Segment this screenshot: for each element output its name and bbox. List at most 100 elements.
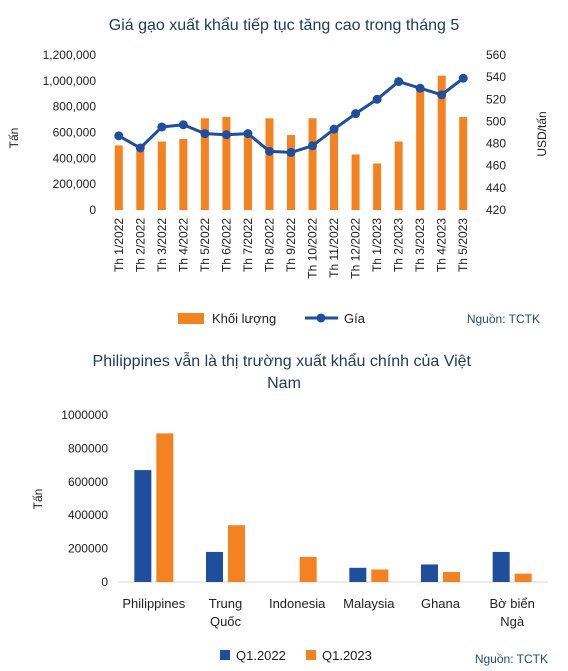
chart-2-y-tick: 400000 xyxy=(68,508,108,522)
chart-1-y-tick: 600,000 xyxy=(53,126,97,140)
chart-1-y2-tick: 460 xyxy=(486,159,506,173)
chart-1-y-tick: 1,000,000 xyxy=(43,74,97,88)
chart-1-x-tick: Th 9/2022 xyxy=(284,218,298,272)
bar-volume xyxy=(136,150,145,210)
bar-volume xyxy=(179,138,188,210)
bar-q1-2022 xyxy=(349,567,367,582)
bar-volume xyxy=(114,145,123,210)
bar-volume xyxy=(351,154,360,210)
chart-1-y2-tick: 480 xyxy=(486,137,506,151)
chart-1-y-tick: 400,000 xyxy=(53,151,97,165)
chart-2-source: Nguồn: TCTK xyxy=(475,652,548,666)
chart-2-legend: Q1.2022 Q1.2023 xyxy=(220,648,372,663)
chart-2-y-tick: 1000000 xyxy=(61,408,108,422)
bar-q1-2023 xyxy=(371,569,389,582)
legend-swatch-volume xyxy=(178,313,204,324)
bar-q1-2022 xyxy=(134,470,152,582)
point-price xyxy=(264,146,274,156)
point-price xyxy=(437,90,447,100)
bar-volume xyxy=(394,141,403,210)
legend-label-q1-2022: Q1.2022 xyxy=(236,648,286,663)
chart-1-y2-tick: 420 xyxy=(486,203,506,217)
chart-1-x-tick: Th 5/2022 xyxy=(198,218,212,272)
chart-2-x-tick: Philippines xyxy=(122,596,185,611)
point-price xyxy=(286,147,296,157)
bar-q1-2023 xyxy=(514,573,532,582)
bar-volume xyxy=(437,75,446,211)
chart-1-y2-tick: 500 xyxy=(486,114,506,128)
chart-1-x-tick: Th 7/2022 xyxy=(241,218,255,272)
chart-1-x-tick: Th 6/2022 xyxy=(219,218,233,272)
chart-1-x-tick: Th 8/2022 xyxy=(262,218,276,272)
chart-2-title-line-1: Philippines vẫn là thị trường xuất khẩu … xyxy=(93,351,472,370)
bar-q1-2022 xyxy=(421,564,438,582)
point-price xyxy=(415,83,425,93)
chart-2-y-tick: 200000 xyxy=(68,542,108,556)
point-price xyxy=(135,143,145,153)
chart-2-title: Philippines vẫn là thị trường xuất khẩu … xyxy=(93,351,476,392)
point-price xyxy=(351,109,361,119)
bar-volume xyxy=(243,132,252,210)
chart-1-y-tick: 200,000 xyxy=(53,177,97,191)
chart-1-source: Nguồn: TCTK xyxy=(467,312,540,326)
chart-2-x-tick: Indonesia xyxy=(269,596,326,611)
chart-1-y2-tick: 540 xyxy=(486,70,506,84)
legend-marker-price xyxy=(316,313,326,323)
chart-2: Philippines vẫn là thị trường xuất khẩu … xyxy=(31,351,548,666)
chart-1-y2-tick: 520 xyxy=(486,92,506,106)
chart-2-x-tick: Trung Quốc xyxy=(209,596,242,629)
bar-volume xyxy=(157,141,166,210)
chart-1-y-tick: 0 xyxy=(89,203,96,217)
bar-volume xyxy=(200,118,209,210)
point-price xyxy=(394,77,404,87)
bar-volume xyxy=(459,117,468,210)
legend-label-volume: Khối lượng xyxy=(212,311,276,326)
bar-volume xyxy=(287,135,295,210)
chart-2-y-tick: 0 xyxy=(101,575,108,589)
chart-2-y-tick: 600000 xyxy=(68,475,108,489)
legend-swatch-q1-2023 xyxy=(306,650,316,660)
legend-label-price: Gía xyxy=(344,311,366,326)
chart-1-y-tick: 800,000 xyxy=(53,100,97,114)
bar-q1-2023 xyxy=(156,433,174,582)
bar-volume xyxy=(308,118,317,210)
chart-1-title: Giá gạo xuất khẩu tiếp tục tăng cao tron… xyxy=(109,16,460,34)
chart-1-x-tick: Th 1/2023 xyxy=(370,218,384,272)
chart-1-x-tick: Th 1/2022 xyxy=(112,218,126,272)
point-price xyxy=(372,94,382,104)
bar-q1-2023 xyxy=(228,525,245,582)
point-price xyxy=(200,129,210,139)
bar-volume xyxy=(222,117,231,210)
bar-volume xyxy=(265,118,274,210)
chart-1-x-tick: Th 5/2023 xyxy=(456,218,470,272)
chart-2-x-tick: Ghana xyxy=(421,596,461,611)
chart-1-legend: Khối lượng Gía xyxy=(178,311,366,326)
point-price xyxy=(329,124,339,134)
chart-1-x-tick: Th 4/2022 xyxy=(176,218,190,272)
point-price xyxy=(114,131,124,141)
chart-1-x-tick: Th 11/2022 xyxy=(327,218,341,278)
point-price xyxy=(458,73,468,83)
chart-1-y2-axis-title: USD/tấn xyxy=(535,111,549,156)
chart-1-y-tick: 1,200,000 xyxy=(43,48,97,62)
chart-2-title-line-2: Nam xyxy=(267,375,301,392)
chart-1-x-tick: Th 3/2023 xyxy=(413,218,427,272)
chart-1-x-tick: Th 2/2023 xyxy=(392,218,406,272)
chart-2-x-tick: Bờ biển Ngà xyxy=(489,596,534,629)
point-price xyxy=(308,141,318,151)
bar-q1-2023 xyxy=(443,571,460,582)
chart-1-x-tick: Th 3/2022 xyxy=(155,218,169,272)
chart-1-x-tick: Th 4/2023 xyxy=(435,218,449,272)
chart-2-y-axis-title: Tấn xyxy=(31,489,45,510)
bar-q1-2023 xyxy=(299,556,317,582)
chart-1-y-axis-title: Tấn xyxy=(7,128,21,149)
point-price xyxy=(243,129,253,139)
chart-1-x-tick: Th 12/2022 xyxy=(349,218,363,279)
chart-1-y2-tick: 440 xyxy=(486,181,506,195)
chart-2-x-tick: Malaysia xyxy=(343,596,395,611)
bar-volume xyxy=(416,87,425,210)
chart-1-y2-tick: 560 xyxy=(486,48,506,62)
legend-swatch-q1-2022 xyxy=(220,650,230,660)
point-price xyxy=(221,130,231,140)
